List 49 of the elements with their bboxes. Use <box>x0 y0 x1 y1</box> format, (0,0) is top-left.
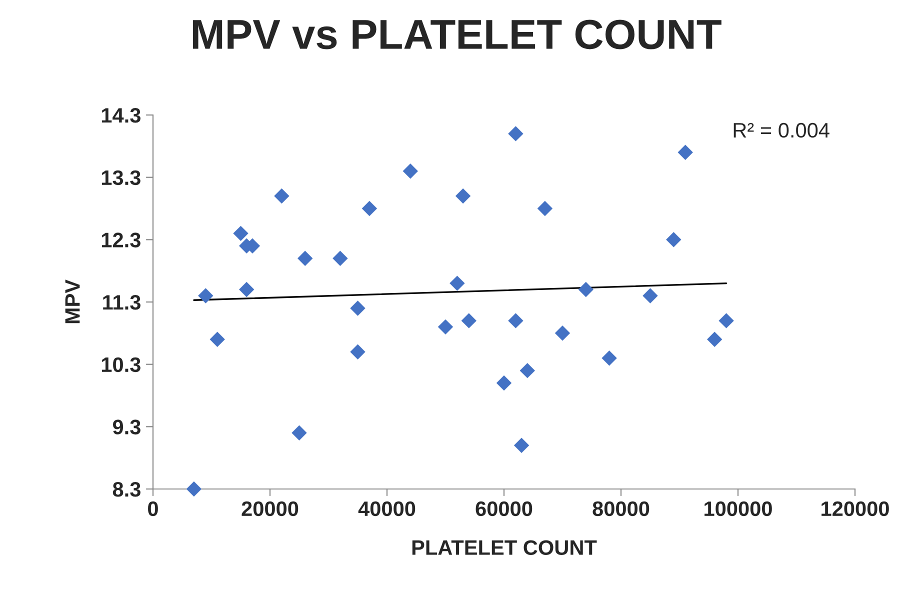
point <box>198 288 214 304</box>
point <box>350 300 366 316</box>
annotation: R² = 0.004 <box>734 122 830 138</box>
point <box>233 226 248 242</box>
point <box>350 344 366 360</box>
y-tick-label: 14.3 <box>102 108 140 123</box>
point <box>520 362 536 378</box>
point <box>186 481 202 497</box>
point <box>578 282 594 298</box>
x-tick-label: 20000 <box>242 501 298 516</box>
y-tick-label: 10.3 <box>102 357 140 372</box>
x-tick-label: 0 <box>148 501 158 516</box>
x-tick-label: 100000 <box>704 501 772 516</box>
x-tick-label: 120000 <box>822 501 889 516</box>
y-tick-label: 11.3 <box>103 295 140 310</box>
point <box>537 200 553 216</box>
point <box>438 319 454 335</box>
point <box>706 332 722 348</box>
x-tick-label: 80000 <box>592 501 650 516</box>
point <box>238 282 254 298</box>
y-tick-label: 13.3 <box>102 170 140 186</box>
point <box>666 232 682 248</box>
y-tick-label: 8.3 <box>112 482 140 497</box>
point <box>297 250 313 266</box>
point <box>450 276 465 291</box>
point <box>274 188 290 204</box>
point <box>718 313 734 328</box>
x-tick-label: 60000 <box>476 501 532 516</box>
point <box>496 375 512 391</box>
point <box>362 200 378 216</box>
chart-title: MPV vs PLATELET COUNT <box>192 20 722 50</box>
x-tick-label: 40000 <box>358 501 416 516</box>
x-axis-title: PLATELET COUNT <box>412 540 597 555</box>
point <box>210 332 225 348</box>
point <box>602 350 617 366</box>
point <box>461 313 477 328</box>
point <box>292 425 307 441</box>
point <box>508 313 524 328</box>
point <box>332 250 348 266</box>
point <box>678 144 693 160</box>
y-tick-label: 12.3 <box>102 232 140 248</box>
point <box>508 126 524 142</box>
point <box>402 163 418 179</box>
point <box>455 188 471 204</box>
point <box>514 438 530 453</box>
y-axis-title: MPV <box>65 280 80 324</box>
point <box>642 288 658 304</box>
y-tick-label: 9.3 <box>112 420 140 434</box>
point <box>554 326 570 341</box>
